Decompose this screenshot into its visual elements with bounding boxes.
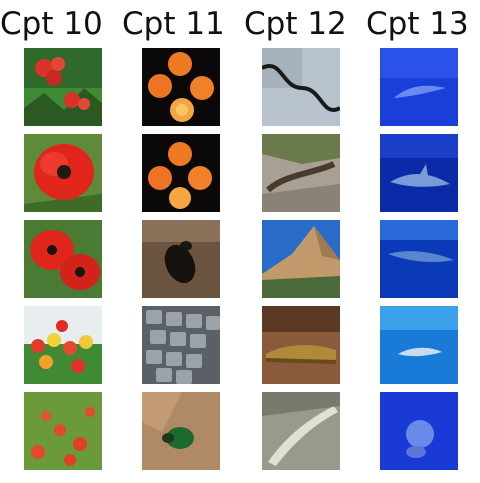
keyboard-keys-icon — [142, 306, 220, 384]
column-title-1: Cpt 10 — [0, 6, 103, 42]
oranges-three-icon — [142, 134, 220, 212]
manta-ray-icon — [380, 48, 458, 126]
column-title-4: Cpt 13 — [366, 6, 469, 42]
poppy-meadow-icon — [24, 392, 102, 470]
column-title-3: Cpt 12 — [244, 6, 347, 42]
shark-blue-icon — [380, 134, 458, 212]
white-crocodile-icon — [262, 392, 340, 470]
green-beetle-icon — [142, 392, 220, 470]
oranges-four-icon — [142, 48, 220, 126]
column-title-2: Cpt 11 — [122, 6, 225, 42]
snake-on-rock-icon — [262, 48, 340, 126]
dolphin-blue-icon — [380, 306, 458, 384]
beetle-on-soil-icon — [142, 220, 220, 298]
diver-blue-icon — [380, 392, 458, 470]
tulips-garden-icon — [24, 306, 102, 384]
poppies-field-icon — [24, 48, 102, 126]
red-poppies-icon — [24, 220, 102, 298]
mountain-peak-icon — [262, 220, 340, 298]
lizard-on-rock-icon — [262, 134, 340, 212]
whale-shark-icon — [380, 220, 458, 298]
crocodile-icon — [262, 306, 340, 384]
red-poppy-closeup-icon — [24, 134, 102, 212]
